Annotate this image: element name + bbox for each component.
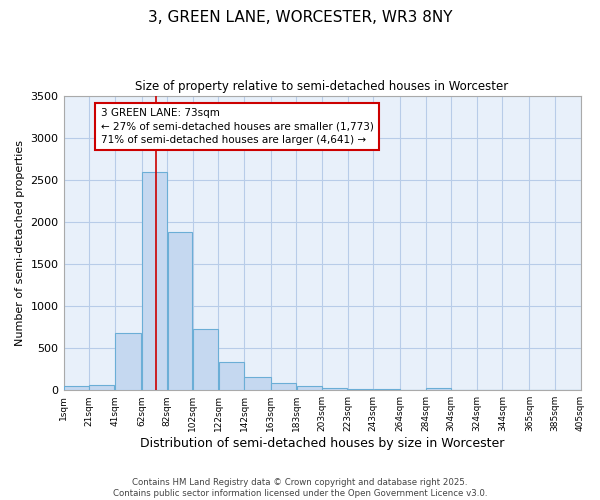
Bar	[64, 386, 89, 390]
Text: Contains HM Land Registry data © Crown copyright and database right 2025.
Contai: Contains HM Land Registry data © Crown c…	[113, 478, 487, 498]
Bar	[244, 377, 271, 390]
Text: 3, GREEN LANE, WORCESTER, WR3 8NY: 3, GREEN LANE, WORCESTER, WR3 8NY	[148, 10, 452, 25]
Bar	[142, 172, 167, 390]
X-axis label: Distribution of semi-detached houses by size in Worcester: Distribution of semi-detached houses by …	[140, 437, 504, 450]
Bar	[426, 388, 451, 390]
Bar	[297, 386, 322, 390]
Bar	[167, 232, 193, 390]
Bar	[348, 388, 373, 390]
Bar	[322, 388, 347, 390]
Bar	[218, 362, 244, 390]
Y-axis label: Number of semi-detached properties: Number of semi-detached properties	[15, 140, 25, 346]
Text: 3 GREEN LANE: 73sqm
← 27% of semi-detached houses are smaller (1,773)
71% of sem: 3 GREEN LANE: 73sqm ← 27% of semi-detach…	[101, 108, 374, 144]
Bar	[115, 333, 141, 390]
Bar	[193, 329, 218, 390]
Title: Size of property relative to semi-detached houses in Worcester: Size of property relative to semi-detach…	[136, 80, 509, 93]
Bar	[271, 382, 296, 390]
Bar	[89, 385, 115, 390]
